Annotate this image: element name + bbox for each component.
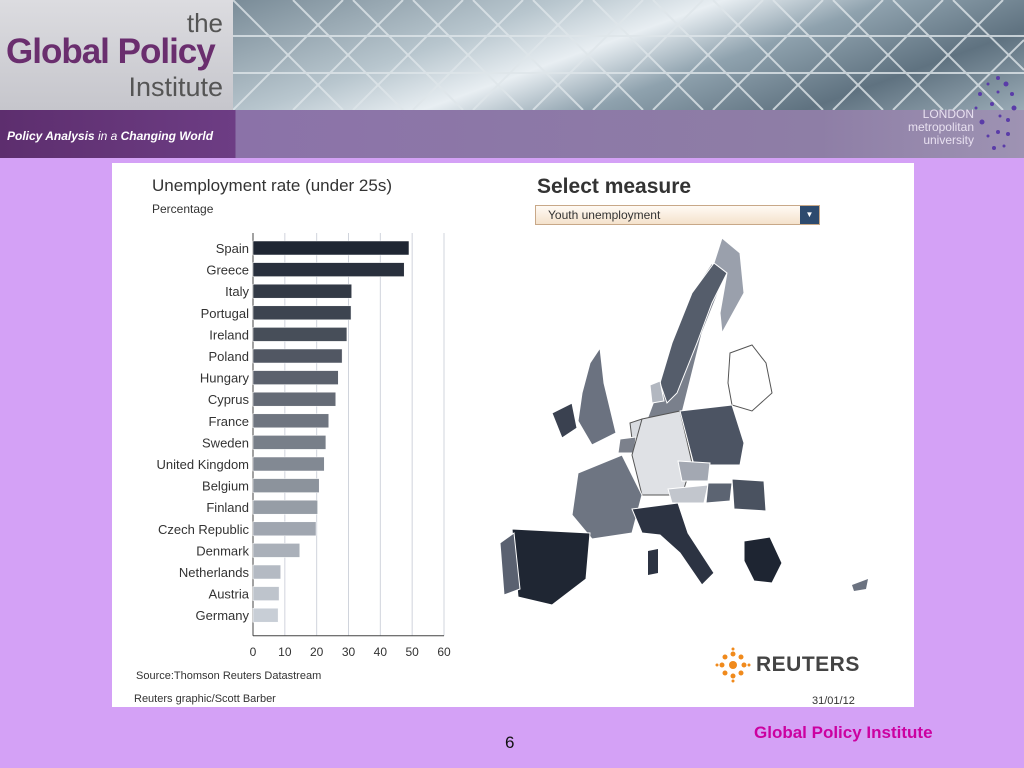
category-label: United Kingdom xyxy=(157,457,250,472)
category-label: Spain xyxy=(216,241,249,256)
category-label: Portugal xyxy=(201,306,250,321)
bar-united-kingdom xyxy=(252,456,325,472)
reuters-logo-icon xyxy=(715,647,751,683)
category-label: Italy xyxy=(225,284,249,299)
logo-institute: Institute xyxy=(128,72,223,102)
bar-italy xyxy=(252,283,352,299)
map-greece xyxy=(743,536,783,584)
x-tick-label: 0 xyxy=(250,645,257,659)
category-label: Ireland xyxy=(209,327,249,342)
map-austria xyxy=(667,484,709,504)
bar-hungary xyxy=(252,370,339,385)
map-italy xyxy=(631,502,715,586)
map-sardinia xyxy=(648,549,658,575)
chart-date: 31/01/12 xyxy=(812,695,855,707)
bar-austria xyxy=(252,586,280,601)
category-label: Hungary xyxy=(200,371,250,386)
map-romania xyxy=(731,478,767,512)
bar-belgium xyxy=(252,478,320,493)
category-label: Czech Republic xyxy=(158,522,250,537)
map-uk xyxy=(577,346,617,446)
bar-germany xyxy=(252,607,279,623)
bar-spain xyxy=(252,240,410,256)
bar-greece xyxy=(252,262,405,277)
category-label: Sweden xyxy=(202,435,249,450)
europe-map[interactable] xyxy=(482,233,902,613)
x-tick-label: 10 xyxy=(278,645,292,659)
map-denmark xyxy=(649,380,665,404)
tagline: Policy Analysis in a Changing World xyxy=(7,129,214,143)
bar-poland xyxy=(252,348,343,364)
bar-netherlands xyxy=(252,564,281,580)
glass-lattice xyxy=(233,0,1024,110)
map-finland xyxy=(713,237,745,335)
category-label: Netherlands xyxy=(179,565,250,580)
tagline-bar: Policy Analysis in a Changing World xyxy=(0,110,1024,158)
chart-title: Unemployment rate (under 25s) xyxy=(152,176,393,195)
building-photo xyxy=(233,0,1024,110)
x-tick-label: 50 xyxy=(405,645,419,659)
x-tick-label: 30 xyxy=(342,645,356,659)
map-baltics xyxy=(727,344,773,412)
chart-subtitle: Percentage xyxy=(152,202,214,216)
bar-finland xyxy=(252,499,318,515)
bar-czech-republic xyxy=(252,521,317,537)
map-cyprus xyxy=(852,579,868,591)
map-sweden xyxy=(659,262,728,404)
university-logo-text: LONDON metropolitan university xyxy=(907,107,974,147)
chart-source: Source:Thomson Reuters Datastream xyxy=(136,670,322,682)
map-poland xyxy=(679,404,745,466)
category-label: Greece xyxy=(206,263,249,278)
bar-cyprus xyxy=(252,391,337,407)
footer-brand: Global Policy Institute xyxy=(754,723,933,742)
dropdown-arrow-icon[interactable]: ▼ xyxy=(800,206,819,224)
bar-sweden xyxy=(252,435,327,450)
map-france xyxy=(571,454,643,540)
measure-dropdown-value: Youth unemployment xyxy=(548,208,661,222)
category-label: Austria xyxy=(209,587,250,602)
map-portugal xyxy=(499,532,521,596)
category-label: Denmark xyxy=(196,543,249,558)
bar-portugal xyxy=(252,305,352,321)
university-logo-dots-icon xyxy=(974,76,1017,150)
category-label: Belgium xyxy=(202,479,249,494)
logo-global-policy: Global Policy xyxy=(6,32,216,71)
gpi-logo: the Global Policy Institute xyxy=(0,0,233,110)
map-czech xyxy=(677,460,711,482)
chart-panel: 0 10 20 30 40 50 60 Spain Greece Italy Portugal Ire… xyxy=(112,163,914,707)
select-measure-title: Select measure xyxy=(537,175,692,198)
header-banner: the Global Policy Institute Policy Analy… xyxy=(0,0,1024,158)
measure-dropdown[interactable]: Youth unemployment ▼ xyxy=(535,205,820,225)
page-number: 6 xyxy=(505,733,515,752)
category-label: Cyprus xyxy=(208,392,250,407)
bar-denmark xyxy=(252,543,301,558)
x-tick-label: 40 xyxy=(374,645,388,659)
category-label: Finland xyxy=(206,500,249,515)
chart-credit: Reuters graphic/Scott Barber xyxy=(134,693,276,705)
category-label: France xyxy=(209,414,249,429)
category-label: Germany xyxy=(196,608,250,623)
bar-ireland xyxy=(252,327,348,342)
bar-chart: 0 10 20 30 40 50 60 Spain Greece Italy Portugal Ire… xyxy=(157,233,451,659)
map-ireland xyxy=(551,402,578,439)
bar-france xyxy=(252,413,330,429)
logo-the: the xyxy=(186,8,223,38)
reuters-brand: REUTERS xyxy=(756,653,860,676)
map-spain xyxy=(511,528,591,606)
x-tick-label: 20 xyxy=(310,645,324,659)
category-label: Poland xyxy=(209,349,249,364)
x-tick-label: 60 xyxy=(437,645,451,659)
map-hungary xyxy=(705,482,733,504)
